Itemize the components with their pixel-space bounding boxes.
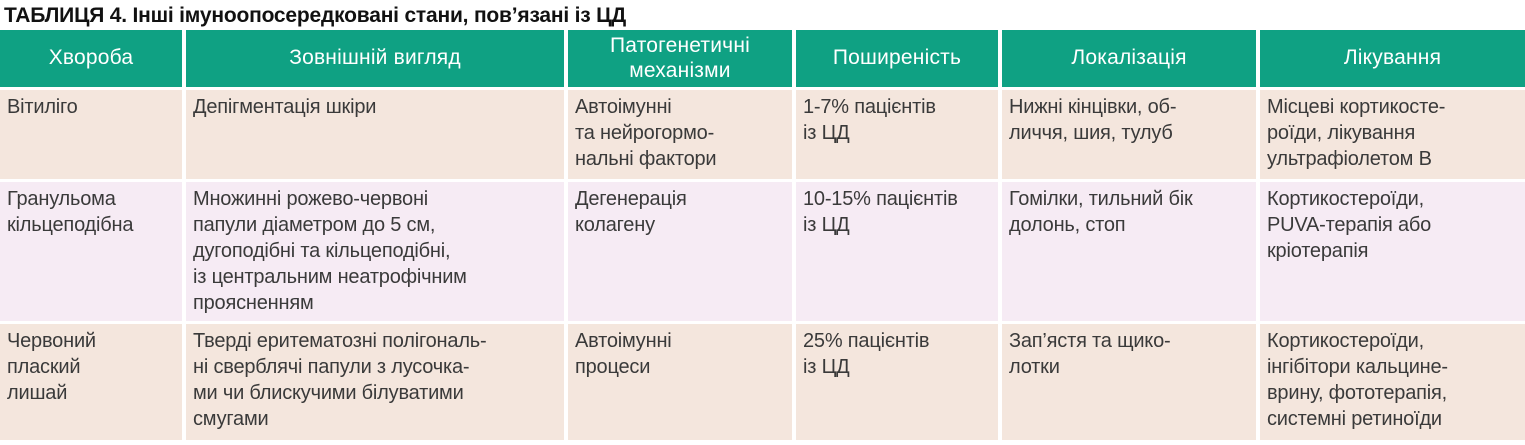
cell-treatment: Кортикостероїди, PUVA-терапія або кріоте… — [1260, 182, 1525, 321]
column-header-localization: Локалізація — [1002, 30, 1256, 87]
cell-treatment: Кортикостероїди, інгібітори кальцине- вр… — [1260, 324, 1525, 440]
cell-mechanisms: Автоімунні та нейрогормо- нальні фактори — [568, 90, 792, 179]
cell-prevalence: 1-7% пацієнтів із ЦД — [796, 90, 998, 179]
column-header-disease: Хвороба — [0, 30, 182, 87]
cell-localization: Гомілки, тильний бік долонь, стоп — [1002, 182, 1256, 321]
cell-localization: Нижні кінцівки, об- личчя, шия, тулуб — [1002, 90, 1256, 179]
column-header-mechanisms: Патогенетичні механізми — [568, 30, 792, 87]
cell-prevalence: 25% пацієнтів із ЦД — [796, 324, 998, 440]
column-header-prevalence: Поширеність — [796, 30, 998, 87]
cell-mechanisms: Дегенерація колагену — [568, 182, 792, 321]
cell-treatment: Місцеві кортикосте- роїди, лікування уль… — [1260, 90, 1525, 179]
cell-localization: Зап’ястя та щико- лотки — [1002, 324, 1256, 440]
cell-disease: Гранульома кільцеподібна — [0, 182, 182, 321]
cell-appearance: Множинні рожево-червоні папули діаметром… — [186, 182, 564, 321]
cell-disease: Вітиліго — [0, 90, 182, 179]
cell-mechanisms: Автоімунні процеси — [568, 324, 792, 440]
cell-prevalence: 10-15% пацієнтів із ЦД — [796, 182, 998, 321]
conditions-table: Хвороба Зовнішній вигляд Патогенетичні м… — [0, 30, 1525, 440]
cell-appearance: Депігментація шкіри — [186, 90, 564, 179]
table-title: ТАБЛИЦЯ 4. Інші імуноопосередковані стан… — [4, 4, 627, 27]
cell-disease: Червоний плаский лишай — [0, 324, 182, 440]
column-header-treatment: Лікування — [1260, 30, 1525, 87]
column-header-appearance: Зовнішній вигляд — [186, 30, 564, 87]
cell-appearance: Тверді еритематозні полігональ- ні сверб… — [186, 324, 564, 440]
